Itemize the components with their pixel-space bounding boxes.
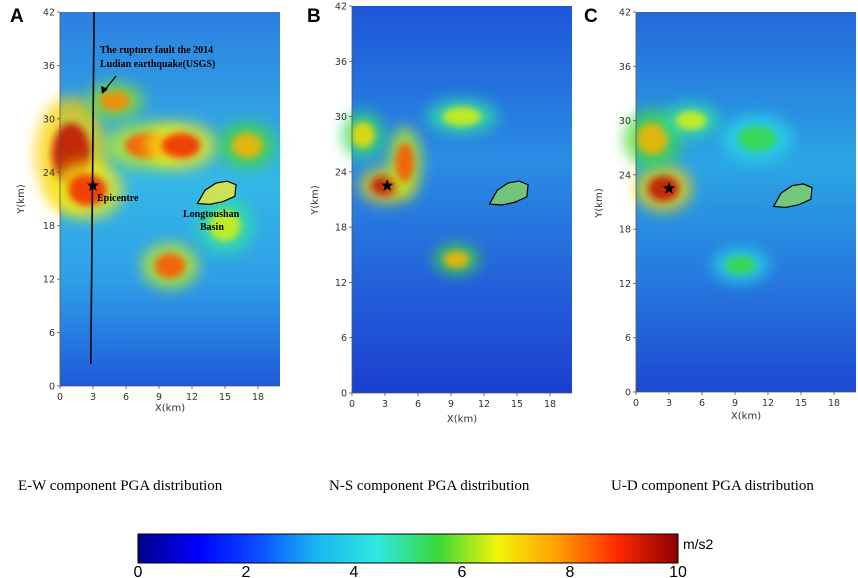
colorbar-tick-label: 10 (669, 564, 687, 578)
longtoushan-basin-outline (772, 183, 813, 209)
panel-b-caption: N-S component PGA distribution (329, 478, 530, 494)
x-tick-label: 9 (156, 392, 162, 403)
colorbar-tick-label: 0 (134, 564, 143, 578)
pga-hotspot (637, 122, 668, 155)
colorbar-unit: m/s2 (683, 536, 714, 552)
panel-a-xlabel: X(km) (155, 403, 185, 414)
fault-annotation-arrowhead (101, 86, 108, 94)
x-tick-label: 15 (511, 399, 523, 410)
y-tick-label: 0 (49, 382, 55, 393)
y-tick-label: 36 (619, 62, 631, 73)
pga-hotspot (442, 106, 482, 127)
pga-hotspot (99, 91, 131, 112)
pga-hotspot (725, 255, 756, 275)
y-tick-label: 42 (619, 8, 631, 19)
x-tick-label: 15 (795, 398, 807, 409)
x-tick-label: 6 (699, 398, 705, 409)
y-tick-label: 24 (335, 167, 347, 178)
y-tick-label: 36 (335, 57, 347, 68)
y-tick-label: 6 (625, 333, 631, 344)
x-tick-label: 15 (219, 392, 231, 403)
y-tick-label: 6 (341, 333, 347, 344)
panel-a-caption: E-W component PGA distribution (18, 478, 223, 494)
longtoushan-basin-outline (488, 180, 529, 206)
x-tick-label: 3 (382, 399, 388, 410)
x-tick-label: 18 (252, 392, 264, 403)
epicentre-star-icon (662, 181, 676, 194)
y-tick-label: 12 (335, 278, 347, 289)
colorbar-ticks: 0 2 4 6 8 10 (134, 564, 687, 578)
y-tick-label: 18 (619, 225, 631, 236)
fault-annotation-line2: Ludian earthquake(USGS) (100, 59, 215, 70)
y-tick-label: 30 (619, 116, 631, 127)
x-tick-label: 3 (666, 398, 672, 409)
x-tick-label: 12 (186, 392, 198, 403)
panel-c-xlabel: X(km) (731, 411, 761, 422)
x-tick-label: 0 (349, 399, 355, 410)
y-tick-label: 42 (335, 2, 347, 13)
pga-hotspot (351, 122, 375, 148)
epicentre-label: Epicentre (97, 193, 139, 204)
y-tick-label: 18 (335, 223, 347, 234)
y-tick-label: 18 (43, 221, 55, 232)
pga-hotspot (209, 210, 241, 242)
fault-annotation-line1: The rupture fault the 2014 (100, 45, 213, 56)
colorbar-tick-label: 4 (350, 564, 359, 578)
pga-hotspot (444, 251, 469, 268)
colorbar (137, 533, 679, 564)
y-tick-label: 42 (43, 8, 55, 19)
x-tick-label: 6 (415, 399, 421, 410)
y-tick-label: 6 (49, 328, 55, 339)
y-tick-label: 36 (43, 61, 55, 72)
panel-a-ylabel: Y(km) (16, 184, 27, 215)
x-tick-label: 9 (448, 399, 454, 410)
panel-c-caption: U-D component PGA distribution (611, 478, 814, 494)
pga-hotspot (231, 133, 263, 159)
x-tick-label: 18 (544, 399, 556, 410)
colorbar-tick-label: 8 (566, 564, 575, 578)
pga-hotspot (68, 174, 107, 206)
longtoushan-basin-outline (196, 180, 237, 205)
colorbar-tick-label: 6 (458, 564, 467, 578)
panel-b-ylabel: Y(km) (310, 185, 321, 216)
x-tick-label: 18 (828, 398, 840, 409)
panel-b-letter: B (307, 6, 321, 27)
x-tick-label: 0 (633, 398, 639, 409)
pga-hotspot (675, 111, 707, 131)
y-tick-label: 30 (43, 114, 55, 125)
pga-hotspot (154, 253, 186, 279)
epicentre-star-icon (86, 179, 100, 191)
y-tick-label: 24 (619, 170, 631, 181)
panel-c-ylabel: Y(km) (594, 188, 605, 219)
x-tick-label: 3 (90, 392, 96, 403)
x-tick-label: 6 (123, 392, 129, 403)
pga-hotspot (737, 126, 777, 152)
y-tick-label: 0 (341, 389, 347, 400)
y-tick-label: 0 (625, 388, 631, 399)
pga-hotspot (395, 143, 415, 182)
colorbar-tick-label: 2 (242, 564, 251, 578)
epicentre-star-icon (381, 179, 394, 191)
panel-b-xlabel: X(km) (447, 414, 477, 425)
x-tick-label: 0 (57, 392, 63, 403)
y-tick-label: 12 (619, 279, 631, 290)
x-tick-label: 12 (762, 398, 774, 409)
x-tick-label: 9 (732, 398, 738, 409)
x-tick-label: 12 (478, 399, 490, 410)
pga-hotspot (648, 175, 679, 202)
y-tick-label: 12 (43, 275, 55, 286)
y-tick-label: 30 (335, 112, 347, 123)
pga-hotspot (161, 133, 201, 159)
panel-a-letter: A (10, 6, 24, 27)
basin-label-line2: Basin (200, 222, 224, 233)
panel-c-letter: C (584, 6, 598, 27)
y-tick-label: 24 (43, 168, 55, 179)
basin-label-line1: Longtoushan (183, 209, 240, 220)
